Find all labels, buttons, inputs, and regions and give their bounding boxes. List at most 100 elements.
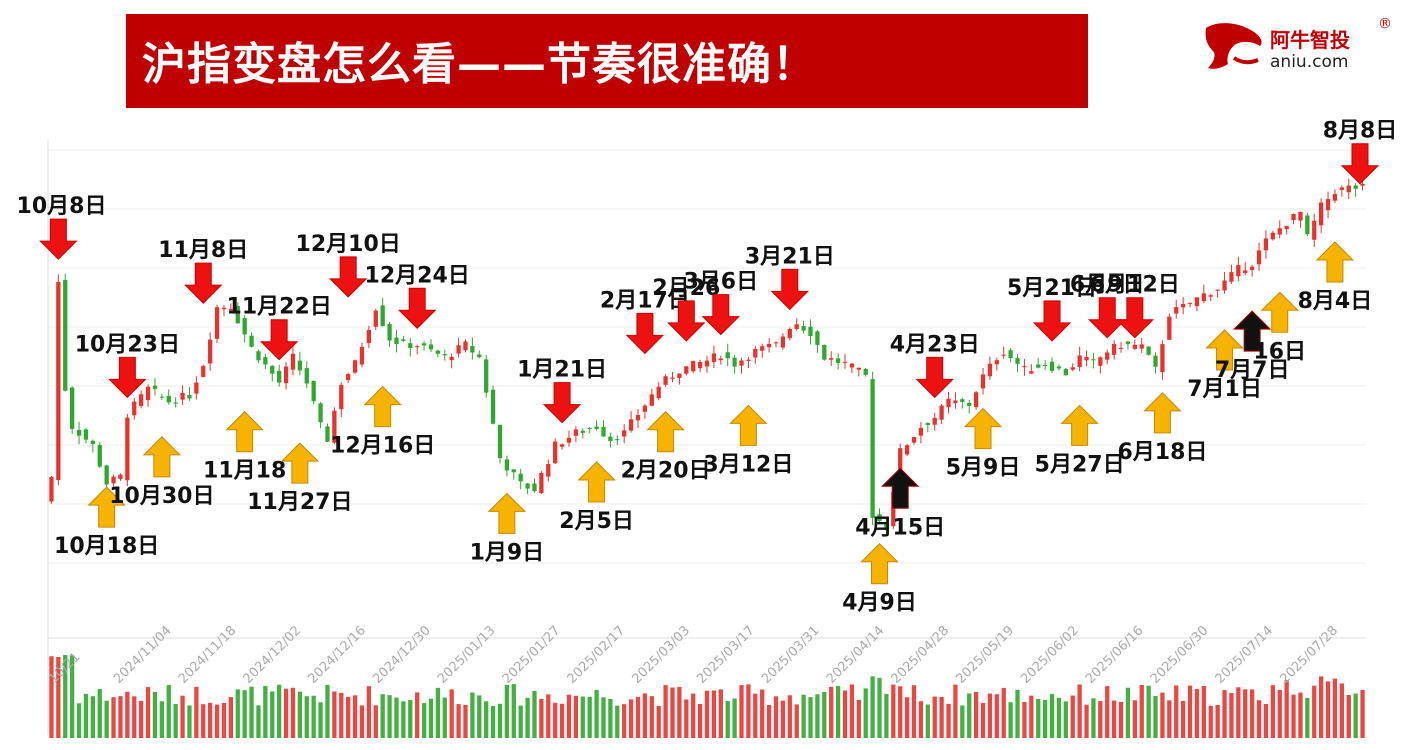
registered-mark: ® — [1378, 16, 1392, 32]
event-arrow-up-yellow — [577, 461, 616, 503]
candle-body — [325, 426, 330, 442]
candle-body — [1036, 364, 1041, 368]
candle-body — [994, 360, 999, 365]
candle-body — [1346, 185, 1351, 193]
candle-body — [973, 392, 979, 408]
candle-body — [97, 445, 102, 467]
event-label: 2月20日 — [621, 459, 711, 484]
candle-body — [1029, 371, 1034, 374]
candle-body — [1263, 238, 1269, 251]
event-arrow-down-red — [1115, 297, 1155, 339]
volume-bar — [1277, 689, 1282, 738]
candle-body — [415, 346, 420, 348]
candle-body — [125, 417, 130, 481]
volume-bar — [1139, 685, 1144, 738]
candle-body — [649, 394, 654, 406]
candle-body — [283, 366, 289, 384]
candle-body — [677, 373, 682, 379]
candle-body — [408, 343, 413, 349]
candle-body — [1201, 293, 1206, 302]
candle-body — [421, 343, 427, 346]
candle-body — [891, 492, 896, 527]
volume-bar — [346, 696, 351, 738]
candle-body — [497, 424, 503, 459]
candle-body — [1305, 215, 1310, 235]
volume-bar — [311, 695, 316, 738]
brand-logo: 阿牛智投 ® aniu.com — [1200, 16, 1400, 82]
volume-bar — [1236, 687, 1241, 738]
candle-body — [863, 368, 868, 375]
volume-bar — [663, 685, 668, 738]
candle-body — [884, 523, 889, 531]
volume-bar — [628, 699, 634, 738]
volume-bar — [325, 684, 330, 738]
volume-bar — [677, 686, 682, 738]
candle-body — [628, 419, 634, 431]
candle-body — [228, 308, 234, 311]
volume-bar — [939, 696, 944, 738]
candle-body — [663, 376, 668, 385]
candle-body — [1194, 297, 1200, 307]
candle-body — [470, 346, 475, 353]
bull-logo-icon — [1205, 23, 1262, 69]
volume-bar — [994, 694, 999, 738]
event-arrow-down-red — [259, 319, 299, 361]
volume-bar — [339, 692, 344, 738]
event-label: 5月21日 — [1007, 276, 1097, 301]
volume-bar — [1256, 700, 1262, 738]
candle-body — [615, 439, 620, 441]
event-label: 16日 — [1253, 339, 1306, 364]
event-arrow-up-yellow — [963, 407, 1003, 450]
candle-body — [83, 429, 89, 440]
candle-body — [311, 380, 316, 402]
candle-body — [594, 426, 599, 429]
candle-body — [208, 339, 213, 364]
volume-bar — [1201, 686, 1206, 738]
volume-bar — [490, 705, 496, 738]
candle-body — [1063, 369, 1068, 376]
candle-body — [1084, 356, 1089, 361]
event-label: 11月18 — [203, 459, 286, 484]
volume-bar — [973, 691, 979, 738]
x-tick-label: 2025/06/30 — [1148, 623, 1212, 687]
volume-bar — [753, 693, 758, 738]
x-tick-label: 2025/07/28 — [1277, 623, 1341, 687]
volume-bar — [898, 686, 903, 738]
candle-body — [1132, 344, 1137, 349]
x-tick-label: 2025/07/14 — [1213, 623, 1277, 687]
volume-bar — [635, 696, 641, 738]
candle-body — [332, 410, 337, 443]
event-label: 12月16日 — [330, 434, 435, 459]
volume-bar — [987, 693, 993, 738]
x-tick-label: 2024/12/02 — [241, 623, 305, 687]
volume-bar — [856, 699, 861, 738]
event-label: 11月27日 — [247, 490, 352, 515]
candle-body — [925, 423, 930, 425]
candle-body — [877, 514, 882, 522]
candle-body — [90, 440, 95, 444]
event-arrow-up-yellow — [1205, 329, 1244, 371]
event-arrow-down-red — [770, 268, 810, 311]
volume-bar — [90, 696, 95, 738]
volume-bar — [221, 702, 227, 738]
candle-body — [380, 305, 385, 327]
candle-body — [656, 386, 661, 399]
volume-bar — [1263, 703, 1269, 738]
candle-body — [132, 401, 137, 416]
candle-body — [635, 415, 641, 421]
volume-bar — [449, 689, 454, 738]
volume-bar — [794, 704, 799, 738]
event-label: 4月23日 — [890, 332, 980, 357]
volume-bar — [1160, 692, 1165, 738]
volume-bar — [159, 701, 164, 738]
event-arrow-up-yellow — [280, 442, 320, 484]
event-label: 10月18日 — [54, 534, 159, 559]
x-tick-label: 2025/01/27 — [500, 623, 564, 687]
candle-body — [1022, 366, 1027, 368]
event-label: 7月1日 — [1187, 377, 1262, 402]
volume-bar — [566, 694, 572, 738]
candle-body — [835, 358, 841, 363]
candle-body — [152, 385, 158, 389]
volume-bar — [573, 695, 579, 738]
candle-body — [932, 417, 937, 425]
